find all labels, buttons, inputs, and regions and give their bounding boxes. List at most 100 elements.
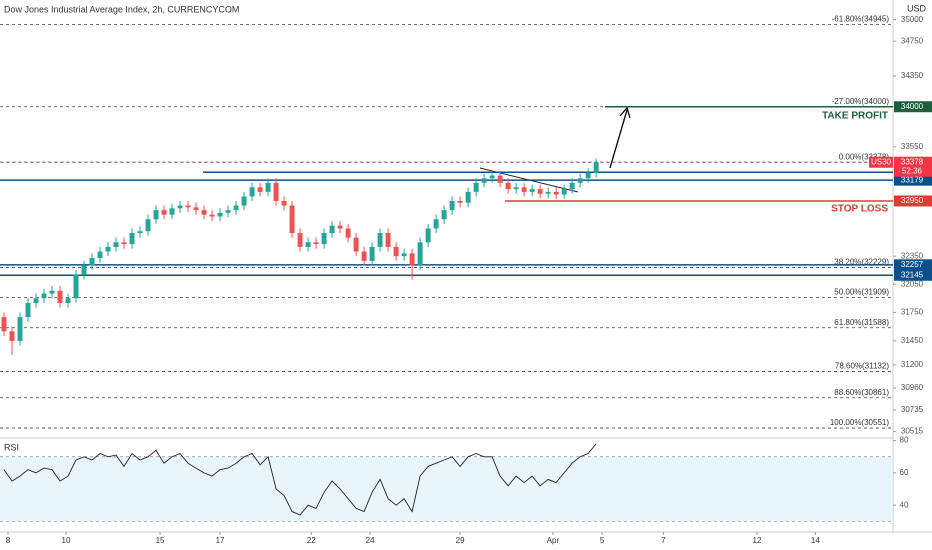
x-tick-label: 24: [366, 536, 375, 545]
fib-label: 50.00%(31909): [834, 288, 889, 297]
y-tick-label: 30735: [901, 405, 924, 414]
candle-body: [305, 242, 311, 247]
price-tag-label: 32950: [901, 196, 924, 205]
candle-body: [361, 251, 367, 261]
candle-body: [425, 228, 431, 243]
rsi-y-tick-label: 80: [900, 436, 909, 445]
symbol-tag: [869, 156, 893, 168]
candle-body: [313, 242, 319, 245]
x-tick-label: 15: [156, 536, 165, 545]
candle-body: [385, 233, 391, 247]
price-tag: [894, 195, 932, 207]
price-tag-label: 32145: [901, 270, 924, 279]
candle-body: [113, 242, 119, 247]
candle-body: [449, 200, 455, 211]
candle-body: [49, 290, 55, 294]
candle-body: [241, 196, 247, 206]
candle-body: [513, 187, 519, 190]
candle-body: [193, 207, 199, 211]
candle-body: [465, 191, 471, 203]
candle-body: [185, 205, 191, 208]
candle-body: [281, 200, 287, 206]
fib-label: -61.80%(34945): [832, 15, 890, 24]
candle-body: [129, 233, 135, 245]
fib-label: 38.20%(32229): [834, 258, 889, 267]
candle-body: [57, 290, 63, 303]
candle-body: [529, 189, 535, 192]
arrow-head: [619, 106, 631, 119]
candle-body: [33, 298, 39, 303]
candle-body: [249, 187, 255, 197]
candle-body: [265, 182, 271, 192]
y-tick-label: 34750: [901, 36, 924, 45]
y-tick-label: 35000: [901, 15, 924, 24]
rsi-label: RSI: [4, 442, 19, 452]
candle-body: [457, 200, 463, 203]
candle-body: [545, 191, 551, 194]
candle-body: [297, 233, 303, 247]
x-tick-label: 22: [307, 536, 316, 545]
candle-body: [393, 246, 399, 257]
x-tick-label: 14: [811, 536, 820, 545]
candle-body: [521, 187, 527, 192]
candle-body: [201, 210, 207, 215]
candle-body: [289, 205, 295, 234]
x-tick-label: 7: [661, 536, 666, 545]
price-tag: [894, 269, 932, 281]
candle-body: [369, 246, 375, 261]
candle-body: [121, 242, 127, 245]
countdown: 52:36: [902, 166, 923, 175]
price-tag: [894, 174, 932, 186]
candle-body: [257, 187, 263, 192]
y-tick-label: 30515: [901, 427, 924, 436]
x-tick-label: 5: [600, 536, 605, 545]
candle-body: [353, 237, 359, 252]
rsi-line: [3, 443, 597, 516]
candle-body: [177, 205, 183, 209]
fib-label: 88.60%(30861): [834, 388, 889, 397]
candle-body: [161, 210, 167, 215]
current-price-tag: [894, 156, 932, 177]
candle-body: [137, 231, 143, 234]
y-tick-label: 32350: [901, 251, 924, 260]
candle-body: [489, 175, 495, 179]
y-tick-label: 31450: [901, 336, 924, 345]
symbol-tag-label: US30: [871, 157, 892, 166]
candle-body: [233, 205, 239, 211]
candle-body: [73, 274, 79, 299]
candle-body: [593, 162, 599, 173]
candle-body: [433, 219, 439, 229]
x-tick-label: 8: [6, 536, 11, 545]
take-profit-label: TAKE PROFIT: [822, 110, 888, 121]
candle-body: [585, 172, 591, 179]
candle-body: [417, 242, 423, 266]
y-tick-label: 33550: [901, 142, 924, 151]
y-tick-label: 30960: [901, 383, 924, 392]
chart-title: Dow Jones Industrial Average Index, 2h, …: [4, 4, 239, 14]
rsi-y-tick-label: 60: [900, 468, 909, 477]
candle-body: [89, 258, 95, 266]
candle-body: [337, 225, 343, 229]
candle-body: [577, 178, 583, 183]
candle-body: [9, 331, 15, 341]
candle-body: [153, 210, 159, 220]
candle-body: [81, 265, 87, 275]
fib-label: 61.80%(31588): [834, 318, 889, 327]
candle-body: [537, 189, 543, 194]
candle-body: [273, 182, 279, 201]
x-tick-label: Apr: [547, 536, 560, 545]
candle-body: [25, 302, 31, 318]
fib-label: -27.00%(34000): [832, 97, 890, 106]
candle-body: [569, 182, 575, 190]
y-tick-label: 32050: [901, 279, 924, 288]
stop-loss-label: STOP LOSS: [831, 204, 888, 215]
candle-body: [217, 212, 223, 217]
price-tag-label: 33179: [901, 175, 924, 184]
price-tag-label: 32257: [901, 260, 924, 269]
candle-body: [17, 317, 23, 341]
candle-body: [321, 233, 327, 245]
candle-body: [329, 225, 335, 234]
candle-body: [409, 253, 415, 266]
price-tag-label: 34000: [901, 102, 924, 111]
